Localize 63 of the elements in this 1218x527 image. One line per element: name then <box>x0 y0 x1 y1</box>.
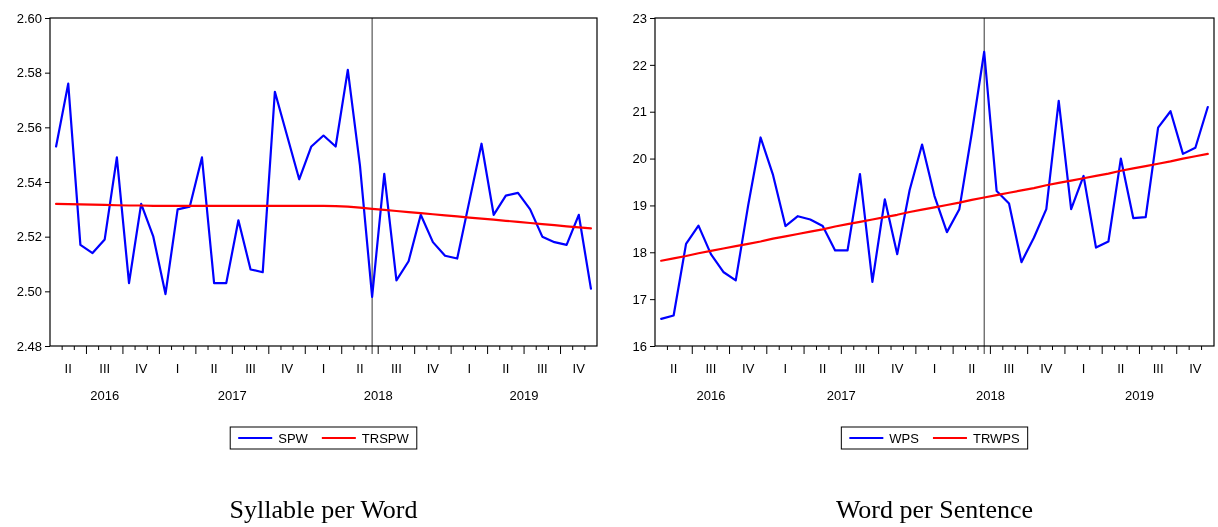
text: 2018 <box>363 388 393 403</box>
x-tick-label: I <box>1081 361 1086 376</box>
text: Syllable per Word <box>229 495 418 524</box>
x-tick-label: III <box>391 361 402 376</box>
x-tick-label: IV <box>280 361 294 376</box>
y-tick-label: 2.50 <box>16 283 42 299</box>
line-series <box>54 202 593 230</box>
text: 2016 <box>696 388 726 403</box>
x-tick-label: IV <box>1189 361 1202 376</box>
x-tick-label: II <box>64 361 72 376</box>
x-tick-label: II <box>356 361 364 376</box>
legend-label: TRWPS <box>972 431 1020 446</box>
x-tick-label: II <box>968 361 976 376</box>
y-tick-label: 2.58 <box>16 65 42 81</box>
x-tick-label: I <box>175 361 180 376</box>
x-tick-label: IV <box>135 361 148 376</box>
y-tick-label: 19 <box>632 198 647 214</box>
text: 2018 <box>975 388 1005 403</box>
x-tick-label: III <box>1003 361 1015 376</box>
line-series <box>660 50 1209 320</box>
y-tick-label: 2.48 <box>16 338 42 354</box>
y-tick-label: 21 <box>632 104 647 120</box>
x-tick-label: III <box>705 361 717 376</box>
legend-label: WPS <box>889 431 920 446</box>
x-tick-label: I <box>783 361 788 376</box>
y-tick-label: 16 <box>632 338 647 354</box>
x-tick-label: IV <box>742 361 755 376</box>
x-tick-label: III <box>245 361 256 376</box>
y-tick-label: 2.60 <box>16 10 42 26</box>
y-tick-label: 18 <box>632 244 647 260</box>
y-tick-label: 22 <box>632 57 647 73</box>
text: 2019 <box>509 388 539 403</box>
x-tick-label: IV <box>1040 361 1053 376</box>
x-tick-label: IV <box>426 361 440 376</box>
x-tick-label: I <box>467 361 472 376</box>
y-tick-label: 2.54 <box>16 174 42 190</box>
x-tick-label: I <box>321 361 326 376</box>
x-tick-label: IV <box>891 361 904 376</box>
text: 2017 <box>217 388 247 403</box>
x-tick-label: III <box>536 361 548 376</box>
x-tick-label: I <box>932 361 937 376</box>
text: 2019 <box>1125 388 1154 403</box>
legend-label: SPW <box>278 431 309 446</box>
y-tick-label: 17 <box>632 291 647 307</box>
line-series <box>54 68 593 298</box>
text: 2017 <box>826 388 856 403</box>
x-tick-label: II <box>210 361 218 376</box>
y-tick-label: 2.56 <box>16 119 42 135</box>
x-tick-label: III <box>1152 361 1164 376</box>
text: Word per Sentence <box>835 495 1034 524</box>
x-tick-label: IV <box>572 361 586 376</box>
x-tick-label: II <box>670 361 678 376</box>
y-tick-label: 23 <box>632 10 647 26</box>
x-tick-label: II <box>502 361 510 376</box>
text: 2016 <box>90 388 120 403</box>
x-tick-label: III <box>854 361 866 376</box>
line-series <box>660 152 1209 262</box>
x-tick-label: III <box>99 361 111 376</box>
legend-label: TRSPW <box>361 431 410 446</box>
x-tick-label: II <box>1117 361 1125 376</box>
y-tick-label: 20 <box>632 151 647 167</box>
x-tick-label: II <box>819 361 827 376</box>
y-tick-label: 2.52 <box>16 229 42 245</box>
